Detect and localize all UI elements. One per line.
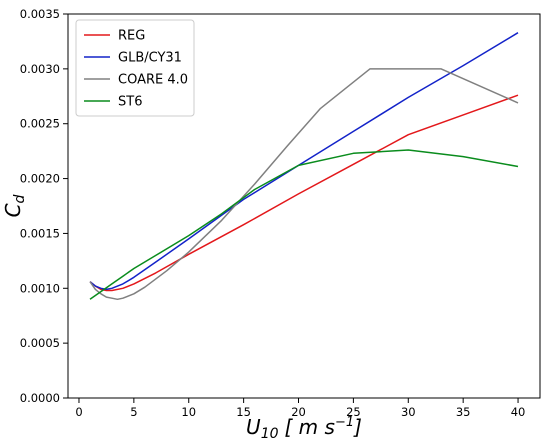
legend-box bbox=[75, 19, 195, 117]
x-tick-label: 25 bbox=[346, 405, 361, 419]
x-tick-label: 5 bbox=[130, 405, 137, 419]
x-axis-title: U10[ m s−1] bbox=[246, 415, 362, 442]
series-line-coare-4-0 bbox=[89, 68, 519, 301]
x-axis: 0 5 10 15 20 25 30 35 40 bbox=[75, 398, 525, 419]
y-tick-label: 0.0035 bbox=[20, 7, 60, 21]
series-line-glb-cy31 bbox=[89, 32, 519, 291]
y-tick-label: 0.0015 bbox=[20, 226, 60, 240]
series-line-st6 bbox=[89, 149, 519, 300]
y-tick-label: 0.0005 bbox=[20, 336, 60, 350]
legend-label-glb-cy31: GLB/CY31 bbox=[118, 51, 182, 66]
x-tick-label: 0 bbox=[75, 405, 82, 419]
legend-items: REG GLB/CY31 COARE 4.0 ST6 bbox=[84, 29, 188, 110]
x-tick-label: 20 bbox=[291, 405, 306, 419]
x-tick-label: 40 bbox=[511, 405, 526, 419]
y-tick-label: 0.0025 bbox=[20, 117, 60, 131]
series-layer bbox=[89, 32, 519, 301]
x-tick-label: 30 bbox=[401, 405, 416, 419]
legend-label-coare-4-0: COARE 4.0 bbox=[118, 73, 188, 88]
x-tick-label: 15 bbox=[236, 405, 251, 419]
legend-label-st6: ST6 bbox=[118, 95, 142, 110]
legend: REG GLB/CY31 COARE 4.0 ST6 bbox=[75, 19, 195, 117]
y-tick-label: 0.0020 bbox=[20, 172, 60, 186]
y-tick-label: 0.0010 bbox=[20, 281, 60, 295]
y-axis: 0.0000 0.0005 0.0010 0.0015 0.0020 0.0025 0.00… bbox=[20, 7, 68, 405]
plot-frame bbox=[67, 13, 541, 399]
x-tick-label: 35 bbox=[456, 405, 471, 419]
x-tick-label: 10 bbox=[181, 405, 196, 419]
y-tick-label: 0.0030 bbox=[20, 62, 60, 76]
y-axis-title: Cd bbox=[1, 194, 28, 217]
legend-label-reg: REG bbox=[118, 29, 145, 44]
y-tick-label: 0.0000 bbox=[20, 391, 60, 405]
